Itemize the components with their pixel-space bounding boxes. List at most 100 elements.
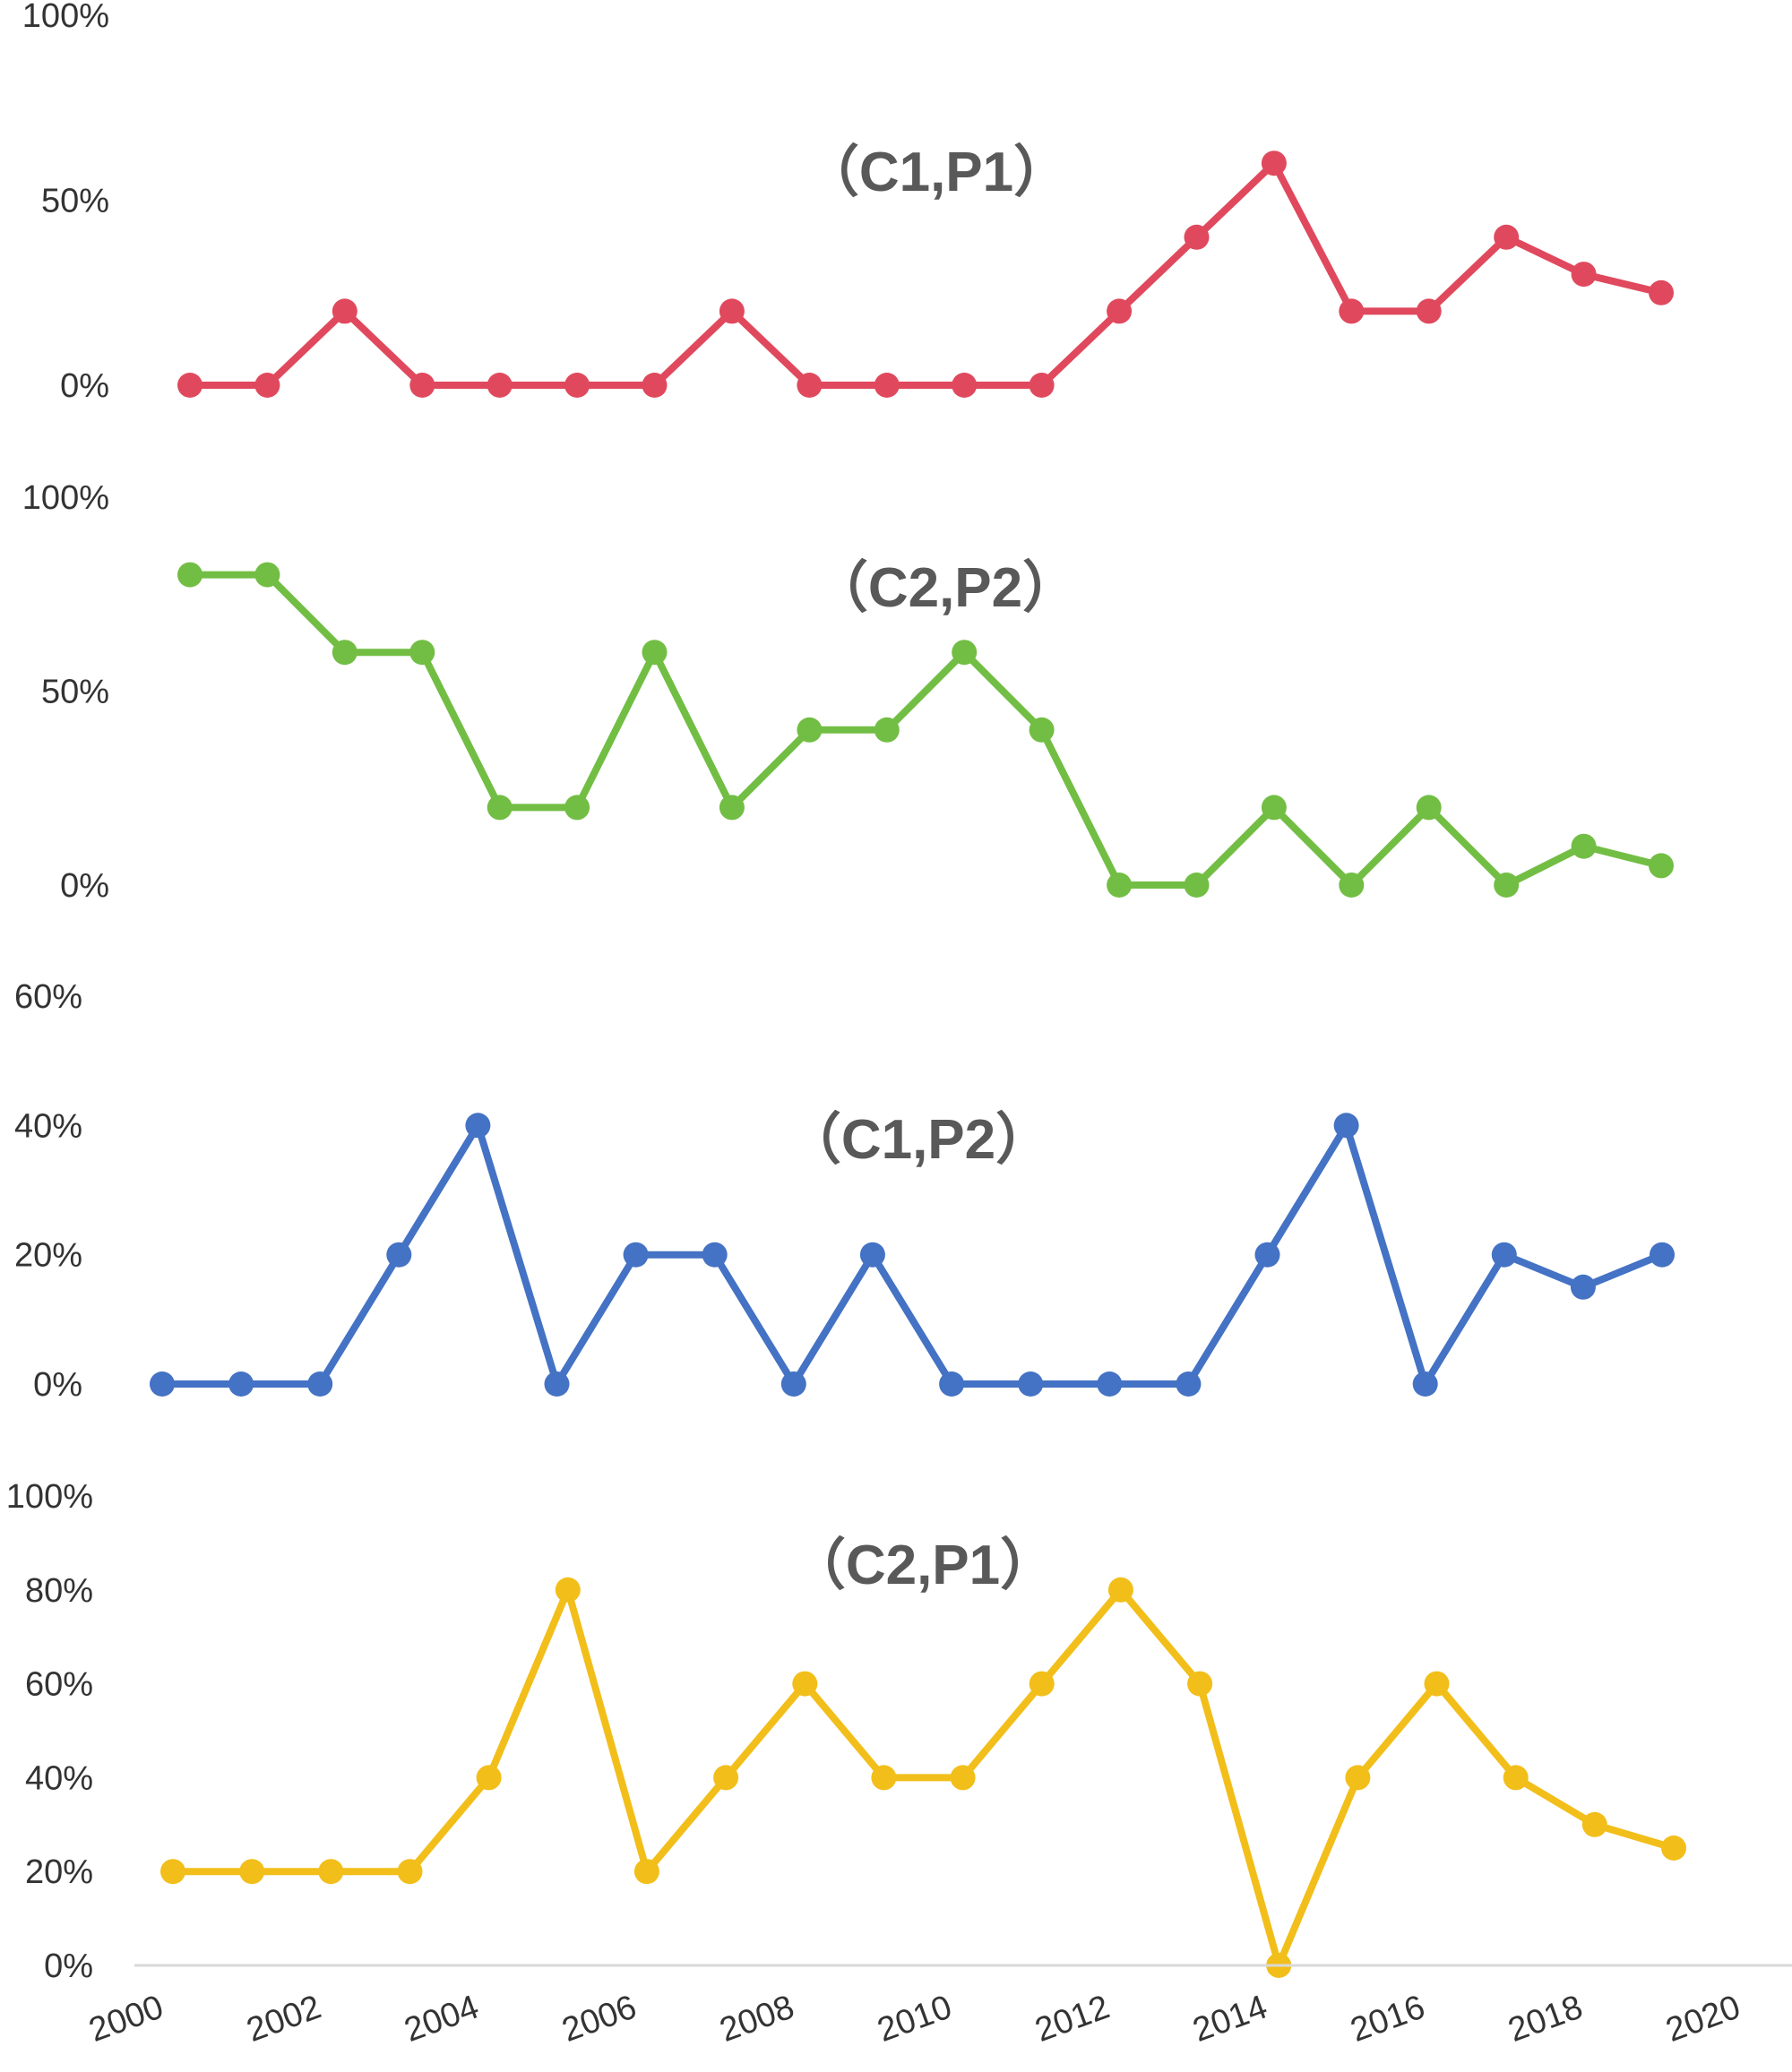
y-tick-label-c1-p2: 0%	[33, 1366, 82, 1404]
series-line-c2-p1	[169, 1586, 1677, 1969]
data-point-c1-p1	[719, 298, 745, 324]
y-tick-label-c1-p1: 50%	[41, 183, 109, 220]
data-point-c1-p1	[1261, 150, 1287, 176]
data-point-c2-p1	[397, 1859, 423, 1885]
data-point-c1-p1	[254, 373, 280, 398]
data-point-c1-p1	[1571, 262, 1597, 288]
data-point-c2-p2	[177, 562, 202, 588]
panel-title-c2-p2: （C2,P2）	[813, 556, 1078, 619]
data-point-c2-p2	[487, 795, 513, 821]
data-point-c1-p2	[307, 1371, 333, 1397]
series-line-c1-p2	[159, 1122, 1666, 1388]
y-tick-label-c1-p2: 20%	[14, 1237, 82, 1275]
y-tick-label-c1-p2: 40%	[14, 1107, 82, 1145]
data-point-c1-p2	[859, 1242, 885, 1268]
y-tick-label-c1-p1: 0%	[60, 367, 109, 405]
data-point-c2-p1	[1503, 1765, 1529, 1791]
data-point-c2-p2	[1494, 873, 1520, 898]
data-point-c2-p2	[797, 717, 823, 743]
data-point-c1-p2	[386, 1242, 412, 1268]
data-point-c1-p2	[939, 1371, 965, 1397]
data-point-c1-p2	[1097, 1371, 1123, 1397]
data-point-c1-p2	[1570, 1274, 1596, 1300]
x-tick-label: 2018	[1503, 1989, 1588, 2050]
x-tick-label: 2020	[1661, 1989, 1745, 2050]
data-point-c1-p2	[702, 1242, 728, 1268]
data-point-c2-p2	[1029, 717, 1055, 743]
data-point-c1-p2	[1412, 1371, 1438, 1397]
data-point-c1-p1	[874, 373, 900, 398]
y-tick-label-c2-p2: 0%	[60, 867, 109, 905]
data-point-c1-p1	[177, 373, 202, 398]
data-point-c1-p1	[1107, 298, 1133, 324]
y-tick-label-c2-p1: 0%	[44, 1947, 93, 1985]
data-point-c1-p1	[1649, 279, 1674, 305]
x-tick-label: 2002	[242, 1989, 326, 2050]
data-point-c2-p2	[1261, 795, 1287, 821]
data-point-c1-p2	[1650, 1242, 1675, 1268]
data-point-c2-p1	[1107, 1577, 1133, 1603]
data-point-c2-p1	[950, 1765, 976, 1791]
data-point-c1-p2	[228, 1371, 254, 1397]
data-point-c2-p2	[332, 640, 358, 666]
data-point-c2-p1	[476, 1765, 502, 1791]
panel-title-c1-p2: （C1,P2）	[786, 1108, 1051, 1171]
data-point-c2-p1	[792, 1671, 818, 1697]
panel-title-c1-p1: （C1,P1）	[804, 141, 1069, 203]
data-point-c2-p2	[409, 640, 435, 666]
data-point-c2-p1	[318, 1859, 344, 1885]
x-tick-label: 2000	[84, 1989, 168, 2050]
series-line-c1-p1	[186, 159, 1665, 389]
data-point-c2-p1	[713, 1765, 739, 1791]
data-point-c1-p2	[1254, 1242, 1280, 1268]
y-tick-label-c2-p1: 40%	[25, 1759, 93, 1797]
data-point-c2-p1	[871, 1765, 897, 1791]
y-tick-label-c2-p1: 80%	[25, 1572, 93, 1610]
data-point-c2-p2	[1416, 795, 1442, 821]
data-point-c1-p2	[1491, 1242, 1517, 1268]
data-point-c2-p2	[1339, 873, 1365, 898]
data-point-c1-p2	[544, 1371, 570, 1397]
data-point-c2-p1	[1581, 1811, 1607, 1837]
y-tick-label-c2-p1: 100%	[6, 1478, 93, 1516]
data-point-c2-p2	[1649, 853, 1674, 879]
y-tick-label-c1-p1: 100%	[22, 0, 109, 35]
data-point-c1-p1	[1416, 298, 1442, 324]
series-line-c2-p2	[186, 571, 1665, 889]
y-tick-label-c2-p2: 100%	[22, 479, 109, 517]
data-point-c1-p2	[1176, 1371, 1202, 1397]
data-point-c2-p2	[874, 717, 900, 743]
data-point-c1-p1	[1339, 298, 1365, 324]
data-point-c1-p1	[952, 373, 978, 398]
data-point-c2-p1	[1661, 1836, 1686, 1861]
data-point-c2-p1	[555, 1577, 581, 1603]
data-point-c2-p2	[952, 640, 978, 666]
data-point-c2-p1	[1029, 1671, 1055, 1697]
x-tick-label: 2014	[1188, 1989, 1272, 2050]
data-point-c1-p2	[1333, 1113, 1359, 1139]
data-point-c2-p2	[564, 795, 590, 821]
data-point-c2-p1	[1187, 1671, 1213, 1697]
data-point-c1-p1	[642, 373, 668, 398]
y-tick-label-c2-p1: 20%	[25, 1853, 93, 1891]
data-point-c1-p1	[409, 373, 435, 398]
data-point-c1-p1	[1494, 224, 1520, 250]
data-point-c1-p1	[487, 373, 513, 398]
data-point-c2-p2	[1184, 873, 1210, 898]
x-tick-label: 2010	[873, 1989, 957, 2050]
data-point-c1-p2	[623, 1242, 649, 1268]
data-point-c1-p1	[1029, 373, 1055, 398]
x-tick-label: 2012	[1030, 1989, 1115, 2050]
data-point-c1-p2	[780, 1371, 806, 1397]
data-point-c2-p1	[160, 1859, 185, 1885]
y-tick-label-c2-p1: 60%	[25, 1666, 93, 1704]
data-point-c2-p2	[1107, 873, 1133, 898]
data-point-c1-p1	[564, 373, 590, 398]
x-tick-label: 2008	[715, 1989, 799, 2050]
data-point-c1-p1	[332, 298, 358, 324]
data-point-c1-p2	[150, 1371, 175, 1397]
data-point-c2-p1	[239, 1859, 265, 1885]
data-point-c2-p2	[719, 795, 745, 821]
